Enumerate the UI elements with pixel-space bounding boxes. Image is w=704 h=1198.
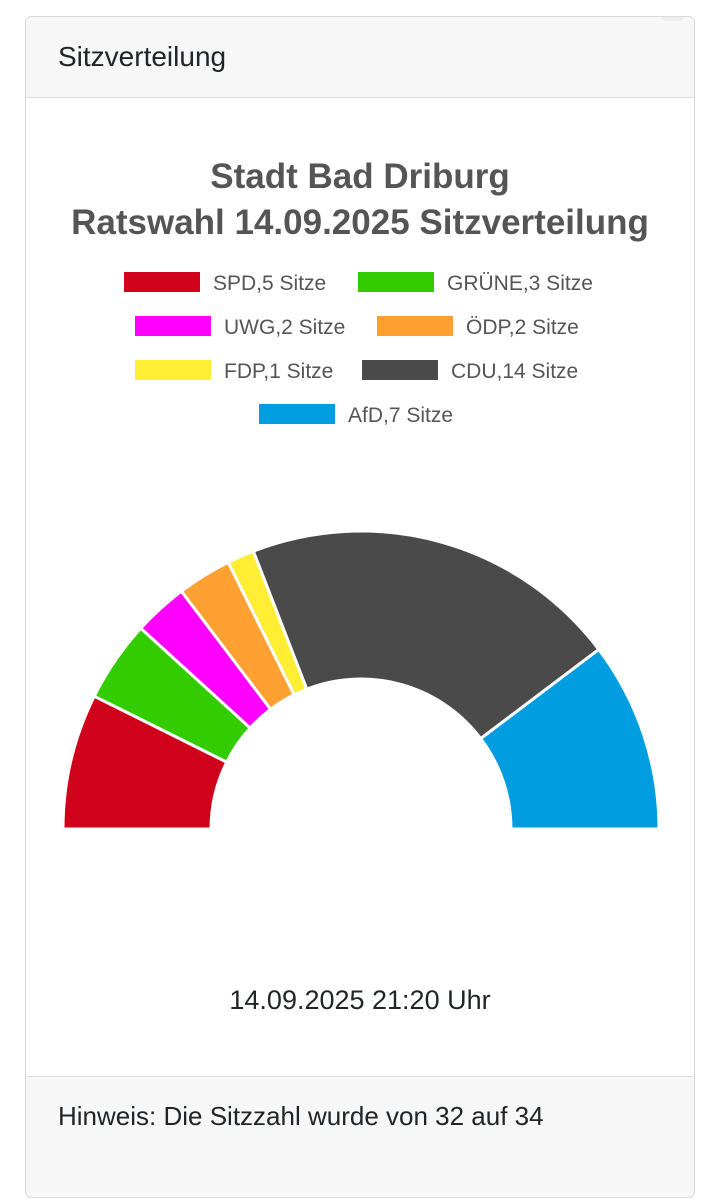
seat-distribution-chart: SPD,5 Sitze GRÜNE,3 Sitze UWG,2 Sitze ÖDP,2… [61, 272, 661, 831]
legend-label-ödp: ÖDP,2 Sitze [466, 316, 579, 339]
legend-label-uwg: UWG,2 Sitze [224, 316, 345, 339]
legend-item-grüne[interactable]: GRÜNE,3 Sitze [358, 272, 593, 295]
legend-label-spd: SPD,5 Sitze [213, 272, 326, 295]
seat-segment-afd[interactable] [479, 647, 661, 831]
legend-label-afd: AfD,7 Sitze [348, 404, 453, 427]
corner-decoration [662, 17, 684, 21]
chart-title: Stadt Bad Driburg Ratswahl 14.09.2025 Si… [26, 154, 694, 246]
legend-swatch-grüne [358, 272, 434, 292]
legend-swatch-ödp [377, 316, 453, 336]
card-header: Sitzverteilung [26, 17, 694, 98]
legend-label-grüne: GRÜNE,3 Sitze [447, 272, 593, 295]
chart-title-line-2: Ratswahl 14.09.2025 Sitzverteilung [71, 203, 649, 242]
legend-swatch-uwg [135, 316, 211, 336]
chart-title-line-1: Stadt Bad Driburg [210, 157, 510, 196]
legend-item-ödp[interactable]: ÖDP,2 Sitze [377, 316, 579, 339]
legend-item-uwg[interactable]: UWG,2 Sitze [135, 316, 345, 339]
chart-arcs [61, 529, 661, 831]
chart-legend: SPD,5 Sitze GRÜNE,3 Sitze UWG,2 Sitze ÖDP,2… [124, 272, 593, 427]
card-header-title: Sitzverteilung [58, 41, 227, 72]
result-timestamp: 14.09.2025 21:20 Uhr [229, 985, 491, 1015]
legend-swatch-cdu [362, 360, 438, 380]
card-body: Stadt Bad Driburg Ratswahl 14.09.2025 Si… [26, 98, 694, 1075]
legend-label-fdp: FDP,1 Sitze [224, 360, 333, 383]
seat-segment-cdu[interactable] [251, 529, 601, 741]
legend-item-afd[interactable]: AfD,7 Sitze [259, 404, 453, 427]
legend-item-spd[interactable]: SPD,5 Sitze [124, 272, 326, 295]
legend-swatch-fdp [135, 360, 211, 380]
seat-distribution-card: Sitzverteilung Stadt Bad Driburg Ratswah… [25, 16, 695, 1198]
legend-item-fdp[interactable]: FDP,1 Sitze [135, 360, 333, 383]
legend-item-cdu[interactable]: CDU,14 Sitze [362, 360, 578, 383]
legend-label-cdu: CDU,14 Sitze [451, 360, 578, 383]
legend-swatch-afd [259, 404, 335, 424]
card-footer: Hinweis: Die Sitzzahl wurde von 32 auf 3… [26, 1076, 694, 1197]
footer-note: Hinweis: Die Sitzzahl wurde von 32 auf 3… [58, 1101, 544, 1131]
legend-swatch-spd [124, 272, 200, 292]
